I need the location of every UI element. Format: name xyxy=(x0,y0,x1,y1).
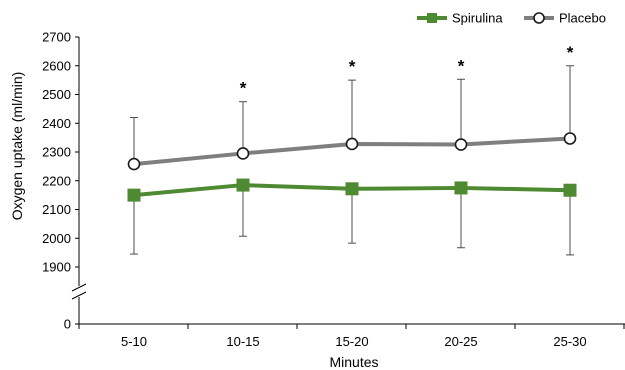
data-point-placebo xyxy=(563,132,577,145)
significance-marks: * * * * xyxy=(240,43,574,98)
y-tick-label: 2100 xyxy=(42,202,71,217)
data-point-placebo xyxy=(236,147,250,160)
significance-asterisk: * xyxy=(349,57,356,76)
legend-marker-placebo xyxy=(533,12,545,24)
y-tick-label: 2000 xyxy=(42,231,71,246)
data-point-placebo xyxy=(345,137,359,151)
x-tick-label: 5-10 xyxy=(121,334,147,349)
legend-label-spirulina: Spirulina xyxy=(452,11,503,26)
error-bars xyxy=(130,65,574,256)
data-point-spirulina xyxy=(454,181,468,195)
data-point-spirulina xyxy=(345,182,359,196)
data-point-placebo xyxy=(454,138,468,151)
axis-break-mark xyxy=(71,283,87,292)
legend-label-placebo: Placebo xyxy=(559,11,606,26)
y-tick-label: 1900 xyxy=(42,260,71,275)
x-tick-label: 25-30 xyxy=(553,334,586,349)
y-tick-label: 2400 xyxy=(42,116,71,131)
data-point-spirulina xyxy=(563,183,577,197)
data-point-placebo xyxy=(127,157,141,171)
x-tick-label: 15-20 xyxy=(335,334,368,349)
data-point-spirulina xyxy=(127,188,141,202)
legend-marker-spirulina xyxy=(427,13,437,23)
x-tick-label: 10-15 xyxy=(226,334,259,349)
y-axis-title: Oxygen uptake (ml/min) xyxy=(9,72,25,221)
axis-break-mark xyxy=(71,291,87,300)
y-tick-label: 2300 xyxy=(42,145,71,160)
significance-asterisk: * xyxy=(567,43,574,62)
x-tick-label: 20-25 xyxy=(444,334,477,349)
x-axis: 5-10 10-15 15-20 20-25 25-30 xyxy=(78,323,625,349)
legend: Spirulina Placebo xyxy=(417,11,606,26)
significance-asterisk: * xyxy=(240,79,247,98)
y-axis: 0 1900 2000 2100 2200 2300 2400 2500 2600 2700 xyxy=(42,30,87,332)
y-tick-label: 2600 xyxy=(42,58,71,73)
x-axis-title: Minutes xyxy=(329,354,378,370)
significance-asterisk: * xyxy=(458,56,465,75)
series-markers xyxy=(127,132,577,202)
y-tick-label: 2700 xyxy=(42,30,71,45)
y-tick-label: 0 xyxy=(64,317,71,332)
y-tick-label: 2200 xyxy=(42,173,71,188)
data-point-spirulina xyxy=(236,178,250,192)
y-tick-label: 2500 xyxy=(42,87,71,102)
